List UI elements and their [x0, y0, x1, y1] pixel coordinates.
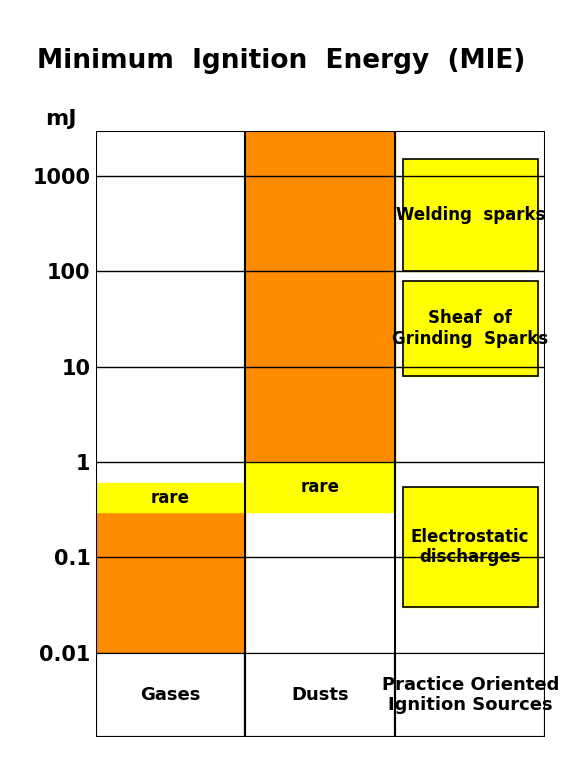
- Text: rare: rare: [301, 478, 340, 496]
- Text: Dusts: Dusts: [292, 686, 349, 704]
- Bar: [403, 159, 538, 271]
- Text: mJ: mJ: [45, 109, 76, 129]
- Bar: [403, 280, 538, 376]
- Text: rare: rare: [151, 488, 190, 507]
- Text: Sheaf  of
Grinding  Sparks: Sheaf of Grinding Sparks: [392, 309, 549, 348]
- Text: Practice Oriented
Ignition Sources: Practice Oriented Ignition Sources: [382, 676, 559, 714]
- Bar: [246, 653, 395, 737]
- Text: Electrostatic
discharges: Electrostatic discharges: [411, 528, 529, 567]
- Text: Gases: Gases: [140, 686, 201, 704]
- Bar: [96, 653, 246, 737]
- Bar: [403, 487, 538, 607]
- Bar: [395, 653, 545, 737]
- Text: Welding  sparks: Welding sparks: [396, 207, 545, 224]
- Text: Minimum  Ignition  Energy  (MIE): Minimum Ignition Energy (MIE): [37, 48, 525, 74]
